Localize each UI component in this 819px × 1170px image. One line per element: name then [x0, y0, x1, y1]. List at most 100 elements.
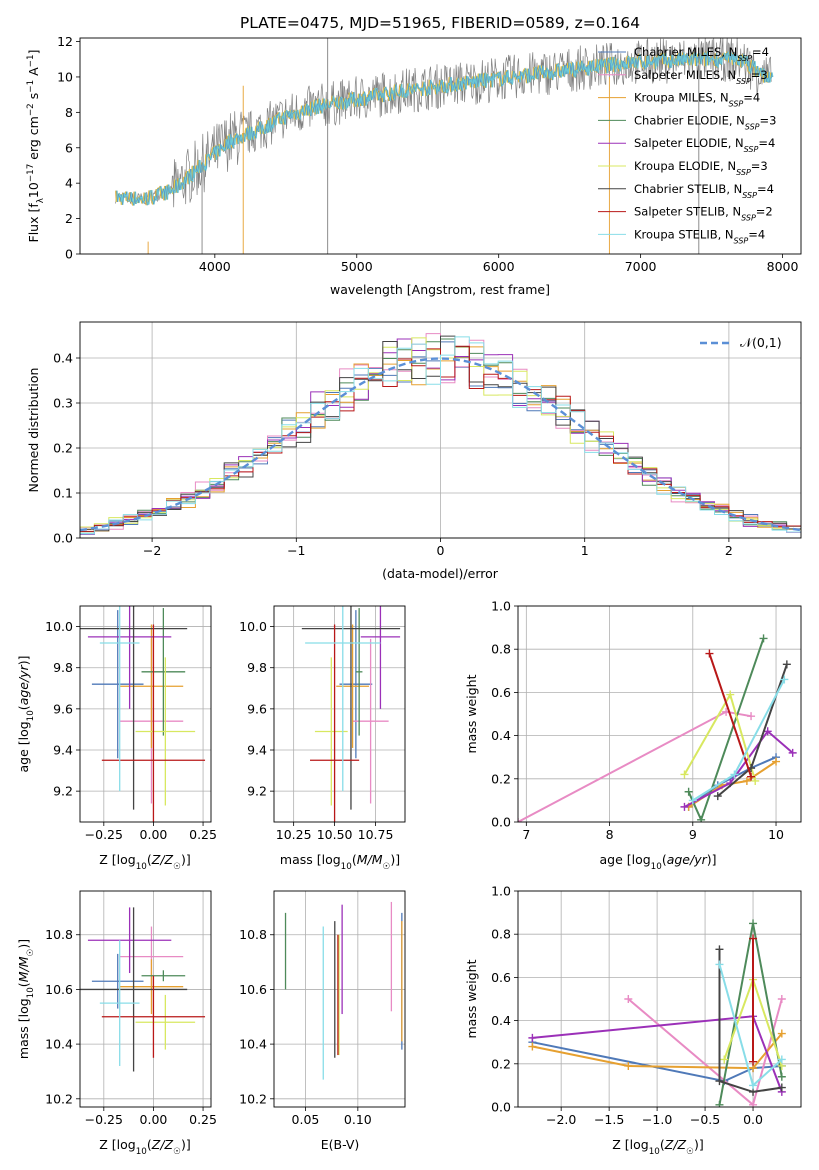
age_vs_Z-plot-area	[80, 606, 206, 822]
y-tick-label: 0.0	[53, 531, 73, 546]
y-tick-label: 10.6	[45, 982, 73, 997]
residuals-x-label: (data-model)/error	[382, 566, 499, 581]
y-tick-label: 0.8	[491, 642, 511, 657]
residual-histogram	[80, 336, 801, 534]
y-tick-label: 0.4	[491, 728, 511, 743]
y-tick-label: 0.4	[53, 351, 73, 366]
y-tick-label: 9.2	[247, 784, 267, 799]
x-tick-label: −1.0	[642, 1112, 672, 1127]
weight_vs_age-frame	[517, 605, 802, 823]
x-tick-label: 9	[689, 827, 697, 842]
x-tick-label: 10.75	[358, 827, 394, 842]
x-tick-label: −0.5	[690, 1112, 720, 1127]
x-tick-label: −1.5	[594, 1112, 624, 1127]
legend-label: Salpeter MILES, NSSP=3	[634, 68, 768, 86]
y-tick-label: 12	[57, 34, 73, 49]
x-tick-label: 8000	[767, 259, 799, 274]
residuals-plot-area	[80, 333, 801, 535]
age-vs-Z-y-label: age [log10(age/yr)]	[16, 655, 36, 772]
weight-point-marker	[713, 792, 722, 801]
weight-series-line	[532, 1032, 783, 1070]
x-tick-label: 4000	[199, 259, 231, 274]
y-tick-label: 6	[65, 140, 73, 155]
weight-point-marker	[749, 1100, 758, 1107]
mass-vs-ebv-x-label: E(B-V)	[321, 1137, 360, 1152]
x-tick-label: 2	[725, 543, 733, 558]
x-tick-label: −2.0	[546, 1112, 576, 1127]
x-tick-label: −2	[143, 543, 161, 558]
x-tick-label: −0.25	[85, 1112, 123, 1127]
mass_vs_ebv-plot-area	[284, 901, 403, 1080]
weight-series-line	[532, 1041, 782, 1083]
y-tick-label: 9.4	[247, 743, 267, 758]
weight-vs-age-y-label: mass weight	[464, 674, 479, 753]
age_vs_mass-frame	[273, 605, 406, 823]
weight-point-marker	[715, 1100, 724, 1107]
weight_vs_Z-frame	[517, 890, 802, 1108]
x-tick-label: 7	[522, 827, 530, 842]
weight-point-marker	[749, 919, 758, 928]
weight_vs_Z-plot-area	[528, 919, 786, 1107]
age-vs-mass-x-label: mass [log10(M/M☉)]	[280, 852, 400, 872]
legend-label: Kroupa MILES, NSSP=4	[634, 91, 760, 109]
weight-point-marker	[777, 1029, 786, 1038]
y-tick-label: 9.8	[247, 660, 267, 675]
weight-point-marker	[788, 748, 797, 757]
y-tick-label: 9.6	[247, 701, 267, 716]
age_vs_mass-axes: 10.25 10.50 10.75 9.2 9.4 9.6 9.8 10.0	[239, 605, 406, 842]
age_vs_Z-axes: −0.25 0.00 0.25 9.2 9.4 9.6 9.8 10.0	[45, 605, 217, 842]
x-tick-label: 10.50	[317, 827, 353, 842]
y-tick-label: 10.8	[45, 927, 73, 942]
spectrum-plot-area	[115, 38, 774, 254]
weight-point-marker	[624, 995, 633, 1003]
residuals-y-label: Normed distribution	[26, 368, 41, 493]
weight-point-marker	[747, 712, 756, 721]
y-tick-label: 0.3	[53, 396, 73, 411]
legend-label: Kroupa ELODIE, NSSP=3	[634, 159, 768, 177]
mass-vs-Z-y-label: mass [log10(M/M☉)]	[16, 939, 36, 1059]
weight-point-marker	[777, 1055, 786, 1064]
weight-point-marker	[777, 1083, 786, 1092]
age_vs_mass-plot-area	[301, 606, 401, 822]
y-tick-label: 2	[65, 211, 73, 226]
mass-vs-Z-x-label: Z [log10(Z/Z☉)]	[99, 1137, 190, 1157]
y-tick-label: 0.2	[491, 1056, 511, 1071]
weight_vs_age-plot-area	[518, 634, 797, 822]
y-tick-label: 9.8	[53, 660, 73, 675]
x-tick-label: 0.0	[743, 1112, 763, 1127]
weight-point-marker	[749, 934, 758, 943]
y-tick-label: 10.4	[45, 1037, 73, 1052]
weight-point-marker	[780, 675, 789, 684]
legend-label-normal: 𝒩(0,1)	[740, 335, 782, 350]
y-tick-label: 0.6	[491, 970, 511, 985]
y-tick-label: 9.4	[53, 743, 73, 758]
weight-point-marker	[715, 945, 724, 954]
y-tick-label: 0.6	[491, 685, 511, 700]
y-tick-label: 0.8	[491, 927, 511, 942]
residuals-axes: −2 −1 0 1 2 0.0 0.1 0.2 0.3 0.4	[53, 321, 802, 558]
weight-point-marker	[624, 1061, 633, 1070]
y-tick-label: 0.0	[491, 1100, 511, 1115]
weight_vs_age-axes: 7 8 9 10 0.0 0.2 0.4 0.6 0.8 1.0	[491, 599, 802, 842]
y-tick-label: 0.2	[491, 771, 511, 786]
y-tick-label: 0.2	[53, 441, 73, 456]
weight-point-marker	[715, 960, 724, 969]
y-tick-label: 10.6	[239, 982, 267, 997]
weight-point-marker	[726, 690, 735, 699]
spectrum-frame	[79, 37, 802, 255]
x-tick-label: 10.25	[276, 827, 312, 842]
x-tick-label: 0	[437, 543, 445, 558]
weight-series-line	[687, 638, 765, 822]
weight-point-marker	[759, 634, 768, 643]
mass_vs_ebv-axes: 0.05 0.10 10.2 10.4 10.6 10.8	[239, 890, 406, 1127]
x-tick-label: 8	[606, 827, 614, 842]
weight-point-marker	[684, 787, 693, 796]
y-tick-label: 8	[65, 105, 73, 120]
y-tick-label: 10.0	[239, 619, 267, 634]
mass_vs_Z-frame	[79, 890, 212, 1108]
weight-point-marker	[528, 1042, 537, 1051]
legend-label: Chabrier MILES, NSSP=4	[634, 45, 769, 63]
weight-point-marker	[777, 995, 786, 1003]
y-tick-label: 10.2	[45, 1091, 73, 1106]
